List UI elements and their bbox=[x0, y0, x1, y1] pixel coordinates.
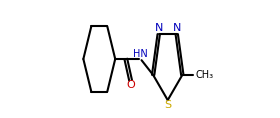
Text: HN: HN bbox=[133, 49, 147, 59]
Text: N: N bbox=[155, 23, 163, 33]
Text: N: N bbox=[172, 23, 181, 33]
Text: CH₃: CH₃ bbox=[196, 70, 214, 80]
Text: S: S bbox=[164, 100, 171, 110]
Text: O: O bbox=[126, 80, 135, 90]
